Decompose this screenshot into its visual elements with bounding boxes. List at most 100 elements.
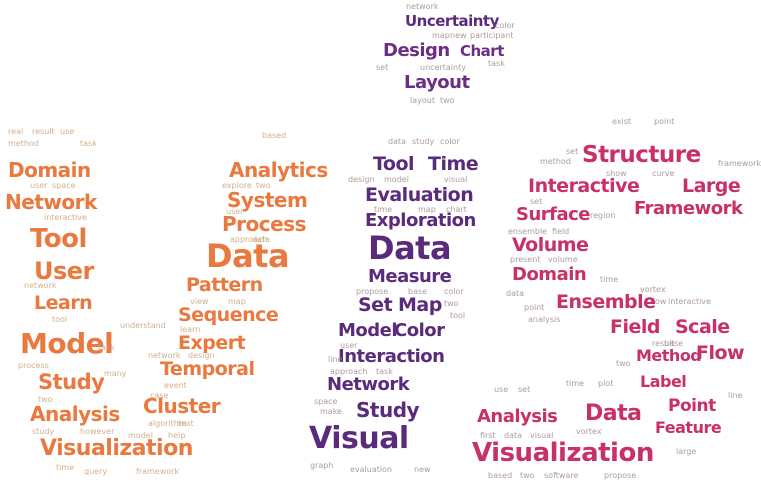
word-two: time (56, 463, 75, 472)
word-map-small: map (418, 205, 436, 214)
word-set-2: set (530, 197, 543, 206)
word-study-small: study (412, 137, 435, 146)
word-query: two (38, 395, 53, 404)
word-set: set (376, 63, 389, 72)
word-layout-small: layout (410, 96, 435, 105)
word-map: map (432, 31, 450, 40)
word-interactive-small: interactive (668, 297, 711, 306)
word-vortex-2: vortex (576, 427, 602, 436)
word-design: design (348, 175, 375, 184)
word-study: Study (356, 398, 420, 422)
word-time: Time (428, 153, 479, 175)
word-chart-small: chart (446, 205, 467, 214)
word-data-visual: data (504, 431, 523, 440)
word-framework-small: framework (718, 159, 761, 168)
word-two: two (440, 96, 455, 105)
word-present: present (510, 255, 541, 264)
word-data: Data (206, 237, 290, 275)
word-uncertainty: Uncertainty (405, 12, 499, 30)
word-case: two (256, 181, 271, 190)
word-software: software (544, 471, 579, 480)
word-surface: Surface (516, 204, 591, 225)
word-expert: Expert (178, 332, 246, 354)
word-view: explore (222, 181, 252, 190)
word-result: result (32, 127, 55, 136)
word-model: Model (20, 327, 114, 360)
word-process: task (98, 343, 115, 352)
word-large: Large (682, 175, 741, 197)
word-network: Network (327, 374, 410, 395)
word-base-small: base (664, 339, 684, 348)
word-approach-small: approach (330, 367, 368, 376)
word-analysis: Analysis (477, 406, 558, 427)
word-new: new (450, 31, 467, 40)
word-flow-small: flow (650, 297, 667, 306)
word-present: case (150, 391, 169, 400)
word-learn: Learn (34, 292, 93, 314)
word-system-small: map (228, 297, 246, 306)
word-network: network (406, 2, 439, 11)
word-domain: Domain (8, 158, 91, 182)
word-make: make (320, 407, 342, 416)
word-map-small: understand (120, 321, 166, 330)
word-tool: Tool (373, 153, 415, 175)
word-ensemble-small: ensemble (508, 227, 548, 236)
word-model-small: data (252, 235, 271, 244)
word-pattern-small: network (148, 351, 181, 360)
word-visual: Visual (309, 421, 409, 456)
word-data-small: algorithm (148, 419, 187, 428)
word-color: color (495, 21, 515, 30)
word-result-small: result (652, 339, 675, 348)
word-user-small: user (340, 341, 358, 350)
word-text: however (80, 427, 115, 436)
word-process: Process (222, 212, 307, 236)
word-event: learn (180, 325, 201, 334)
word-framework: Framework (634, 198, 743, 219)
word-task: task (488, 59, 505, 68)
word-analysis: Analysis (30, 402, 120, 426)
word-model: model (384, 175, 409, 184)
word-understand: event (164, 381, 187, 390)
word-large-small: large (676, 447, 697, 456)
word-visual-small: visual (444, 175, 468, 184)
word-expert-small: view (190, 297, 209, 306)
word-label: Label (640, 372, 687, 391)
word-visualization: Visualization (40, 436, 193, 461)
word-cluster: Cluster (143, 394, 221, 418)
word-use: use (60, 127, 75, 136)
word-base: base (408, 287, 428, 296)
word-set: set (566, 147, 579, 156)
word-time-small: time (374, 205, 393, 214)
word-participant: participant (470, 31, 514, 40)
word-two-feature: two (520, 471, 535, 480)
word-learn: framework (136, 467, 180, 476)
word-time-small: time (600, 275, 619, 284)
word-method: method (8, 139, 39, 148)
word-framework: study (32, 427, 55, 436)
word-user: User (34, 257, 94, 285)
word-pattern: Pattern (186, 274, 263, 296)
word-however: process (18, 361, 49, 370)
word-large: many (104, 369, 127, 378)
word-curve: curve (652, 169, 675, 178)
word-feature: Feature (655, 418, 722, 437)
word-learn-small: design (188, 351, 215, 360)
word-interaction: Interaction (338, 346, 445, 367)
word-sequence: Sequence (178, 304, 279, 326)
word-interactive: interactive (44, 213, 87, 222)
word-set: Set (358, 294, 393, 316)
word-volume-small: volume (548, 255, 578, 264)
word-design: network (24, 281, 57, 290)
word-evaluation: Evaluation (365, 184, 474, 206)
word-ensemble: Ensemble (556, 291, 656, 313)
word-visualization: Visualization (472, 438, 654, 468)
word-use-small: use (494, 385, 509, 394)
word-scale: Scale (675, 316, 730, 338)
word-interactive: Interactive (528, 175, 640, 197)
word-temporal: Temporal (160, 358, 255, 380)
word-help: approach (230, 235, 268, 244)
word-point: point (654, 117, 675, 126)
word-model: Model (338, 320, 398, 341)
word-method: Method (636, 346, 702, 365)
